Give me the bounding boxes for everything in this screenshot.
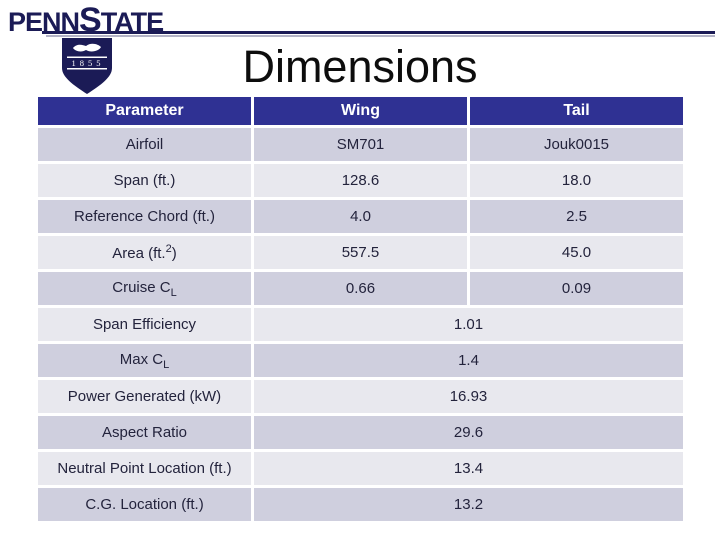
wing-cell: SM701	[254, 128, 467, 161]
tail-cell: 2.5	[470, 200, 683, 233]
wing-cell: 0.66	[254, 272, 467, 305]
tail-cell: 18.0	[470, 164, 683, 197]
masthead-rule	[42, 31, 715, 34]
masthead-rule-shadow	[46, 35, 715, 37]
merged-value-cell: 1.01	[254, 308, 683, 341]
param-cell: Cruise CL	[38, 272, 251, 305]
param-label: C.G. Location (ft.)	[85, 496, 204, 513]
param-subscript: L	[170, 286, 177, 299]
param-label: Aspect Ratio	[101, 424, 188, 441]
dimensions-table: Parameter Wing Tail Airfoil SM701 Jouk00…	[38, 97, 683, 521]
param-cell: Span Efficiency	[38, 308, 251, 341]
param-cell: Power Generated (kW)	[38, 380, 251, 413]
tail-cell: 0.09	[470, 272, 683, 305]
param-cell: Aspect Ratio	[38, 416, 251, 449]
param-label: Max CL	[119, 350, 170, 371]
slide-title: Dimensions	[242, 41, 478, 92]
shield-year: 1855	[72, 58, 105, 68]
param-cell: C.G. Location (ft.)	[38, 488, 251, 521]
wing-cell: 557.5	[254, 236, 467, 269]
merged-value-cell: 1.4	[254, 344, 683, 377]
column-header-tail: Tail	[470, 97, 683, 125]
merged-value-cell: 13.4	[254, 452, 683, 485]
merged-value-cell: 29.6	[254, 416, 683, 449]
column-header-wing: Wing	[254, 97, 467, 125]
tail-cell: Jouk0015	[470, 128, 683, 161]
shield-band-top	[67, 56, 107, 58]
param-cell: Max CL	[38, 344, 251, 377]
tail-cell: 45.0	[470, 236, 683, 269]
wing-cell: 4.0	[254, 200, 467, 233]
merged-value-cell: 16.93	[254, 380, 683, 413]
param-label: Reference Chord (ft.)	[74, 208, 215, 225]
param-label: Area (ft.2)	[112, 243, 177, 262]
merged-value-cell: 13.2	[254, 488, 683, 521]
param-cell: Area (ft.2)	[38, 236, 251, 269]
param-label: Span Efficiency	[92, 316, 197, 333]
param-label: Airfoil	[125, 136, 164, 153]
shield-band-bottom	[67, 68, 107, 70]
wing-cell: 128.6	[254, 164, 467, 197]
shield-shape	[62, 38, 112, 94]
param-cell: Airfoil	[38, 128, 251, 161]
param-cell: Neutral Point Location (ft.)	[38, 452, 251, 485]
pennstate-shield-logo: 1855	[62, 38, 112, 94]
param-cell: Reference Chord (ft.)	[38, 200, 251, 233]
param-subscript: L	[163, 358, 170, 371]
lion-icon	[73, 43, 101, 52]
column-header-parameter: Parameter	[38, 97, 251, 125]
param-label: Cruise CL	[112, 278, 177, 299]
param-label: Span (ft.)	[113, 172, 176, 189]
param-label: Neutral Point Location (ft.)	[57, 460, 232, 477]
param-superscript: 2	[165, 243, 172, 255]
param-cell: Span (ft.)	[38, 164, 251, 197]
param-label: Power Generated (kW)	[67, 388, 222, 405]
